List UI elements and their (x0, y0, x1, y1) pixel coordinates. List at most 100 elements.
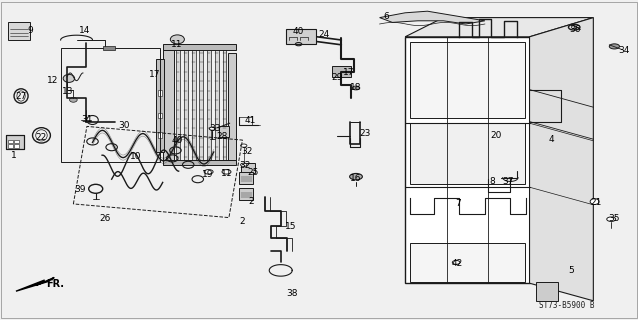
Text: 26: 26 (100, 214, 111, 223)
Polygon shape (530, 18, 593, 301)
Text: 17: 17 (149, 70, 161, 79)
Text: 24: 24 (318, 30, 330, 39)
Text: 41: 41 (244, 116, 256, 125)
Text: 16: 16 (350, 174, 362, 183)
Text: 13: 13 (62, 87, 73, 96)
Ellipse shape (204, 170, 213, 174)
Text: 5: 5 (568, 266, 574, 275)
Bar (6, 135, 24, 149)
Text: 11: 11 (221, 169, 233, 178)
Text: 34: 34 (618, 46, 630, 55)
Bar (239, 188, 253, 200)
Bar (6, 135, 24, 149)
Ellipse shape (607, 217, 616, 221)
Text: 15: 15 (285, 222, 296, 231)
Bar (103, 46, 115, 50)
Bar (239, 172, 253, 184)
Bar (215, 48, 219, 162)
Text: 6: 6 (383, 12, 389, 21)
Text: 36: 36 (570, 25, 581, 34)
Text: FR.: FR. (46, 279, 64, 289)
Text: 23: 23 (359, 129, 371, 138)
Text: 2: 2 (240, 217, 245, 226)
Text: 21: 21 (590, 198, 602, 207)
Text: 37: 37 (503, 177, 514, 186)
Text: 28: 28 (216, 132, 228, 141)
Polygon shape (16, 277, 54, 291)
Bar (156, 59, 164, 152)
Bar (405, 37, 530, 283)
Text: 7: 7 (455, 199, 461, 208)
Text: 8: 8 (489, 177, 496, 186)
Text: 12: 12 (47, 76, 58, 85)
Bar (163, 44, 236, 50)
Bar (158, 90, 162, 96)
Ellipse shape (241, 163, 247, 166)
Text: 1: 1 (11, 151, 17, 160)
Ellipse shape (170, 35, 184, 44)
Text: 42: 42 (452, 259, 463, 268)
Polygon shape (380, 11, 485, 24)
Ellipse shape (350, 173, 362, 180)
Bar (410, 243, 525, 282)
Bar (61, 48, 160, 162)
Text: 32: 32 (241, 147, 253, 156)
Bar (163, 160, 236, 165)
Ellipse shape (70, 97, 77, 102)
Bar (176, 48, 180, 162)
Ellipse shape (590, 199, 599, 204)
Bar (332, 66, 351, 77)
Ellipse shape (452, 260, 460, 264)
Text: 17: 17 (343, 68, 355, 77)
Text: 40: 40 (293, 27, 304, 36)
Text: 22: 22 (36, 133, 47, 142)
Bar (410, 123, 525, 184)
Bar (8, 144, 13, 148)
Text: 40: 40 (172, 136, 183, 145)
Bar (158, 132, 162, 138)
Polygon shape (405, 18, 593, 37)
Bar (228, 53, 236, 160)
Bar (14, 140, 19, 143)
Text: 10: 10 (130, 152, 142, 161)
Text: 32: 32 (239, 161, 251, 170)
Ellipse shape (241, 144, 247, 147)
Ellipse shape (352, 86, 360, 90)
Text: 29: 29 (331, 73, 343, 82)
Text: 39: 39 (74, 185, 85, 194)
Text: 20: 20 (491, 131, 502, 140)
Bar (163, 50, 174, 163)
Bar (199, 48, 204, 162)
Bar (219, 126, 229, 137)
Bar (241, 163, 255, 173)
Bar (286, 29, 316, 44)
Text: 38: 38 (286, 289, 298, 298)
Text: 19: 19 (202, 170, 213, 179)
Text: 35: 35 (608, 214, 619, 223)
Ellipse shape (609, 44, 619, 49)
Bar (207, 48, 211, 162)
Bar (8, 140, 13, 143)
Bar (410, 42, 525, 118)
Ellipse shape (209, 127, 216, 130)
Text: 2: 2 (248, 197, 253, 206)
Bar (158, 113, 162, 118)
Text: ST73-B5900 B: ST73-B5900 B (539, 301, 595, 310)
Text: 27: 27 (15, 92, 27, 101)
Text: 31: 31 (82, 115, 93, 124)
Text: 25: 25 (248, 168, 259, 177)
Text: 9: 9 (27, 26, 34, 35)
Bar (536, 282, 558, 301)
Text: 4: 4 (549, 135, 554, 144)
Text: 33: 33 (209, 124, 221, 133)
Bar (191, 48, 195, 162)
Text: 18: 18 (350, 84, 362, 92)
Bar (8, 22, 30, 40)
Text: 14: 14 (78, 26, 90, 35)
Text: 30: 30 (119, 121, 130, 130)
Bar (184, 48, 188, 162)
Ellipse shape (222, 170, 231, 174)
Bar (223, 48, 226, 162)
Bar (14, 144, 19, 148)
Ellipse shape (63, 74, 75, 82)
